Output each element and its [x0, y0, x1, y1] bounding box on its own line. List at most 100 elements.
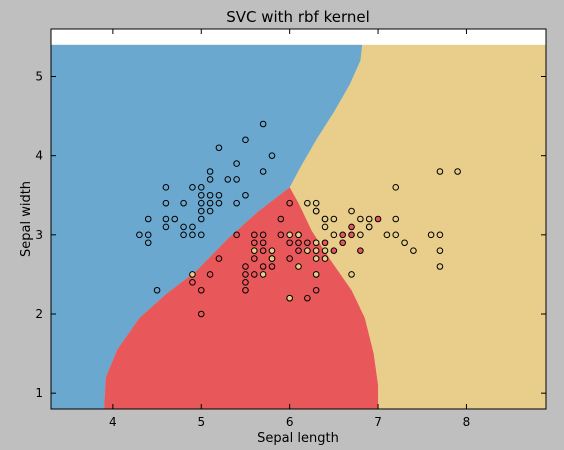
data-point: [330, 215, 338, 223]
data-point: [321, 215, 329, 223]
data-point: [348, 207, 355, 215]
y-axis-label: Sepal width: [19, 181, 34, 257]
data-point: [251, 271, 258, 278]
decision-regions: [51, 44, 546, 409]
data-point: [189, 271, 196, 278]
data-point: [197, 231, 205, 239]
data-point: [427, 231, 435, 239]
data-point: [233, 199, 240, 207]
data-point: [312, 199, 320, 207]
data-point: [233, 176, 240, 183]
data-point: [242, 136, 249, 144]
data-point: [259, 168, 267, 175]
data-point: [242, 279, 249, 286]
data-point: [348, 271, 355, 278]
y-tick-label: 2: [35, 307, 43, 321]
data-point: [321, 223, 329, 231]
data-point: [410, 247, 417, 254]
data-point: [233, 160, 240, 167]
data-point: [321, 255, 329, 262]
data-point: [189, 279, 196, 286]
data-point: [162, 184, 170, 191]
y-tick-label: 4: [35, 149, 43, 163]
y-tick-label: 3: [35, 228, 43, 242]
data-point: [383, 231, 391, 239]
data-point: [339, 231, 346, 239]
data-point: [206, 176, 214, 183]
data-point: [312, 207, 320, 215]
data-point: [268, 247, 276, 254]
data-point: [197, 199, 205, 207]
data-point: [436, 231, 444, 239]
data-point: [215, 191, 223, 199]
data-point: [365, 223, 373, 231]
data-point: [454, 168, 461, 175]
x-axis-label: Sepal length: [257, 431, 339, 446]
data-point: [268, 152, 276, 159]
chart-title: SVC with rbf kernel: [226, 8, 370, 26]
data-point: [189, 231, 196, 239]
data-point: [259, 120, 267, 128]
data-point: [259, 239, 267, 247]
data-point: [286, 294, 293, 302]
data-point: [277, 231, 285, 239]
data-point: [268, 255, 276, 262]
data-point: [162, 223, 170, 231]
data-point: [295, 239, 302, 247]
data-point: [259, 247, 267, 254]
data-point: [304, 239, 311, 247]
setosa-region: [51, 44, 363, 409]
data-point: [392, 231, 400, 239]
data-point: [242, 286, 249, 294]
data-point: [339, 239, 346, 247]
data-point: [180, 223, 187, 231]
data-point: [215, 199, 223, 207]
data-point: [365, 215, 373, 223]
data-points: [136, 120, 461, 318]
data-point: [304, 294, 311, 302]
data-point: [171, 215, 179, 223]
data-point: [330, 231, 338, 239]
data-point: [197, 184, 205, 191]
y-axis: 1 2 3 4 5: [35, 70, 546, 400]
x-tick-label: 4: [109, 415, 117, 429]
data-point: [242, 191, 249, 199]
data-point: [348, 223, 355, 231]
data-point: [206, 199, 214, 207]
x-tick-label: 6: [286, 415, 294, 429]
data-point: [197, 215, 205, 223]
y-tick-label: 1: [35, 386, 43, 400]
data-point: [286, 199, 293, 207]
data-point: [144, 231, 152, 239]
data-point: [224, 176, 232, 183]
data-point: [180, 231, 187, 239]
data-point: [312, 239, 320, 247]
data-point: [286, 255, 293, 262]
data-point: [268, 263, 276, 270]
data-point: [295, 263, 302, 270]
data-point: [242, 263, 249, 270]
data-point: [321, 239, 329, 247]
data-point: [162, 215, 170, 223]
x-tick-label: 8: [463, 415, 471, 429]
data-point: [312, 271, 320, 278]
data-point: [153, 286, 161, 294]
data-point: [304, 199, 311, 207]
data-point: [180, 199, 187, 207]
data-point: [197, 310, 205, 318]
data-point: [189, 184, 196, 191]
data-point: [312, 286, 320, 294]
data-point: [197, 286, 205, 294]
data-point: [357, 215, 364, 223]
x-tick-label: 5: [197, 415, 205, 429]
data-point: [206, 168, 214, 175]
data-point: [392, 215, 400, 223]
data-point: [436, 247, 444, 254]
data-point: [251, 239, 258, 247]
data-point: [312, 247, 320, 254]
data-point: [436, 263, 444, 270]
data-point: [206, 207, 214, 215]
data-point: [312, 255, 320, 262]
